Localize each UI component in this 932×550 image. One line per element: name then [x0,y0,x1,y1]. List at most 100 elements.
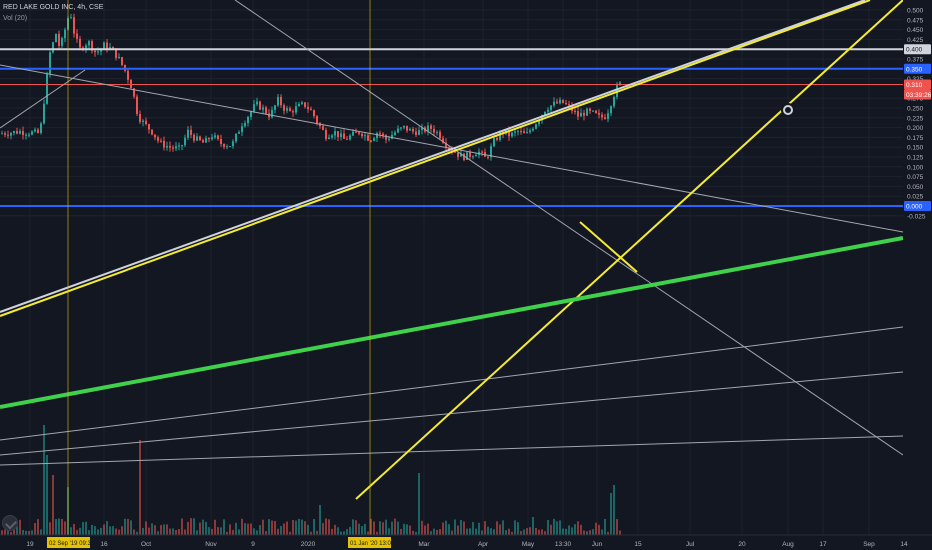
volume-bar [187,521,189,535]
volume-bar [526,528,528,535]
candle-body [88,41,90,46]
volume-bar [589,530,591,535]
candle-body [388,138,390,140]
candle-body [187,129,189,138]
candle-body [115,48,117,59]
volume-bar [1,530,3,535]
volume-bar [115,528,117,535]
volume-bar [544,531,546,535]
volume-bar [112,526,114,535]
symbol-title: RED LAKE GOLD INC, 4h, CSE [3,4,104,11]
volume-bar [346,529,348,535]
candle-body [34,129,36,132]
candle-body [400,127,402,129]
candle-body [499,131,501,140]
candle-body [340,133,342,138]
candle-body [58,33,60,46]
volume-bar [532,517,534,535]
time-tick-label: 15 [634,541,642,548]
price-tick-label: 0.150 [907,145,924,152]
candle-body [76,33,78,39]
volume-bar [508,528,510,535]
volume-bar [25,530,27,535]
tradingview-logo-icon[interactable] [2,515,18,531]
candle-body [451,149,453,152]
candle-body [247,116,249,124]
volume-bar [376,531,378,535]
volume-bar [421,520,423,535]
volume-bar [250,523,252,535]
support-line-yellow [355,0,904,500]
candle-body [178,145,180,147]
volume-bar [244,523,246,535]
volume-bar [373,521,375,535]
volume-bar [349,526,351,535]
candle-body [436,131,438,133]
volume-bar [196,530,198,535]
time-tick-label: Mar [418,541,430,548]
volume-bar [64,521,66,535]
candle-body [238,132,240,134]
candle-body [136,96,138,115]
volume-bar [397,521,399,535]
candle-body [7,134,9,136]
time-tick-label: 9 [251,541,255,548]
candle-body [64,29,66,39]
volume-bar [121,526,123,535]
candle-body [127,70,129,80]
candle-body [286,108,288,111]
candle-body [265,107,267,114]
volume-bar [16,526,18,535]
volume-bar [31,530,33,535]
volume-bar [160,525,162,535]
volume-bar [193,518,195,535]
volume-bar [181,518,183,535]
volume-bar [295,520,297,535]
candle-body [517,131,519,133]
candle-body [232,141,234,147]
candle-body [565,102,567,105]
candle-body [22,131,24,135]
volume-bar [97,529,99,535]
time-tick-label: 13:30 [555,541,572,548]
candle-body [601,114,603,118]
volume-bar [418,473,420,535]
channel-line-upper [0,0,866,313]
volume-bar [61,518,63,535]
time-tick-label: Sep [863,541,875,548]
volume-bar [91,524,93,535]
candle-body [493,138,495,147]
candle-body [217,135,219,139]
candle-body [391,134,393,139]
candle-body [586,108,588,116]
candle-body [211,137,213,140]
price-label-badge [904,89,931,100]
candle-body [190,129,192,135]
volume-bar [79,527,81,535]
volume-bar [214,519,216,535]
time-tick-label: 19 [26,541,34,548]
volume-bar [604,518,606,535]
volume-bar [247,523,249,535]
candle-body [268,113,270,118]
volume-bar [574,524,576,535]
volume-bar [199,522,201,535]
volume-bar [157,531,159,535]
candle-body [289,108,291,112]
volume-bar [139,440,141,535]
volume-bar [565,528,567,535]
candle-body [367,135,369,141]
volume-bar [70,527,72,535]
candle-body [334,131,336,136]
volume-bar [22,529,24,535]
price-axis: 0.5000.4750.4500.4250.3750.3250.2750.250… [903,0,932,550]
candle-body [103,42,105,49]
volume-bar [205,521,207,535]
candle-body [361,133,363,137]
volume-bar [253,528,255,535]
candle-body [37,129,39,133]
volume-bar [340,531,342,535]
volume-bar [475,528,477,535]
candle-body [214,135,216,138]
